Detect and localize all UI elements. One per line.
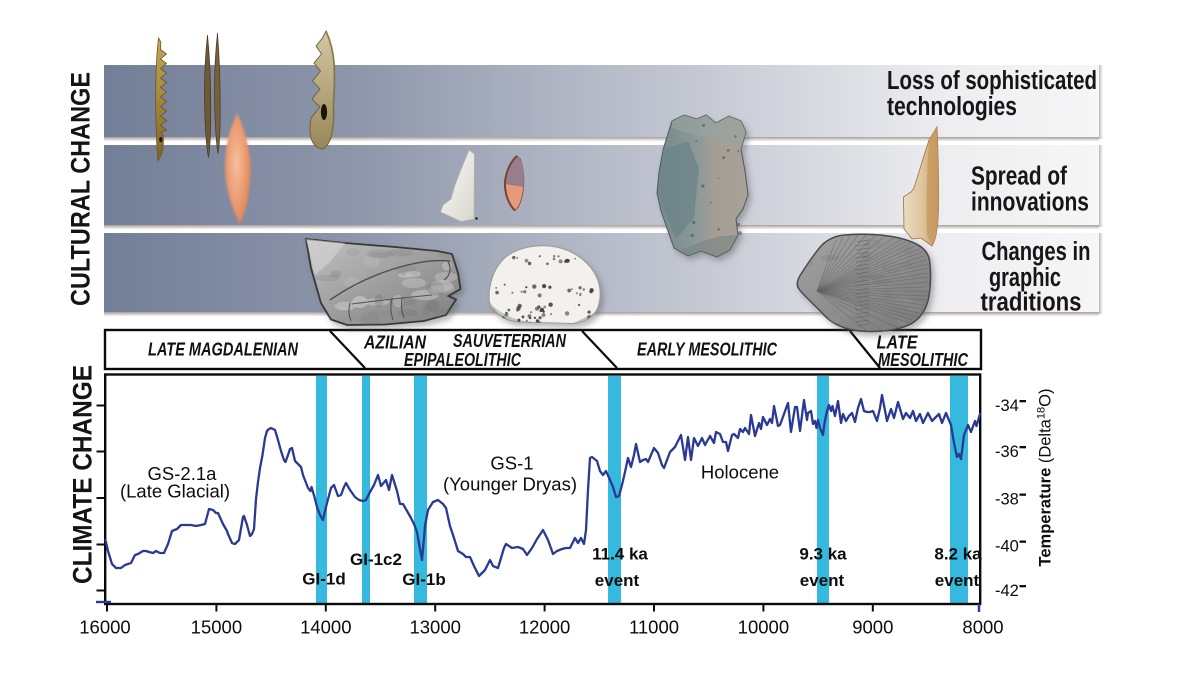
svg-text:-38: -38	[995, 490, 1019, 508]
svg-text:GI-1d: GI-1d	[302, 570, 345, 589]
svg-text:GI-1b: GI-1b	[402, 570, 445, 589]
svg-text:16000: 16000	[79, 617, 130, 638]
svg-text:EARLY MESOLITHIC: EARLY MESOLITHIC	[637, 340, 778, 360]
svg-text:13000: 13000	[409, 617, 460, 638]
svg-text:traditions: traditions	[981, 289, 1082, 317]
svg-text:graphic: graphic	[989, 264, 1061, 292]
svg-text:11000: 11000	[629, 617, 679, 638]
svg-text:event: event	[595, 571, 640, 590]
svg-text:11.4 ka: 11.4 ka	[592, 545, 648, 564]
svg-text:-36: -36	[995, 443, 1019, 461]
svg-text:technologies: technologies	[887, 93, 1017, 121]
svg-text:event: event	[800, 571, 845, 590]
svg-text:15000: 15000	[191, 617, 242, 638]
svg-text:-40: -40	[995, 537, 1019, 555]
svg-text:GS-1: GS-1	[490, 453, 533, 474]
svg-text:innovations: innovations	[971, 189, 1089, 217]
svg-text:(Late Glacial): (Late Glacial)	[120, 481, 230, 502]
svg-text:SAUVETERRIAN: SAUVETERRIAN	[453, 331, 567, 351]
svg-text:9000: 9000	[852, 617, 893, 638]
svg-text:LATE MAGDALENIAN: LATE MAGDALENIAN	[148, 340, 299, 360]
svg-text:Temperature (Delta18O): Temperature (Delta18O)	[1036, 389, 1055, 567]
svg-text:EPIPALEOLITHIC: EPIPALEOLITHIC	[404, 350, 522, 370]
svg-text:Changes in: Changes in	[982, 238, 1091, 266]
svg-text:CULTURAL CHANGE: CULTURAL CHANGE	[66, 72, 96, 306]
svg-text:(Younger Dryas): (Younger Dryas)	[443, 474, 577, 495]
svg-text:event: event	[935, 571, 980, 590]
svg-text:Holocene: Holocene	[701, 462, 779, 483]
svg-text:GI-1c2: GI-1c2	[350, 550, 402, 569]
svg-text:14000: 14000	[300, 617, 351, 638]
svg-text:8.2 ka: 8.2 ka	[934, 545, 982, 564]
svg-text:12000: 12000	[519, 617, 570, 638]
svg-text:GS-2.1a: GS-2.1a	[148, 463, 218, 484]
svg-text:MESOLITHIC: MESOLITHIC	[878, 350, 969, 370]
svg-text:-34: -34	[995, 397, 1019, 415]
svg-text:-42: -42	[995, 582, 1019, 600]
svg-text:Loss of sophisticated: Loss of sophisticated	[887, 67, 1097, 95]
svg-text:8000: 8000	[962, 617, 1003, 638]
svg-text:9.3 ka: 9.3 ka	[799, 545, 847, 564]
svg-text:CLIMATE CHANGE: CLIMATE CHANGE	[68, 365, 98, 584]
svg-text:10000: 10000	[738, 617, 789, 638]
svg-text:LATE: LATE	[877, 333, 919, 353]
svg-text:Spread of: Spread of	[971, 163, 1067, 191]
svg-text:AZILIAN: AZILIAN	[363, 333, 427, 353]
